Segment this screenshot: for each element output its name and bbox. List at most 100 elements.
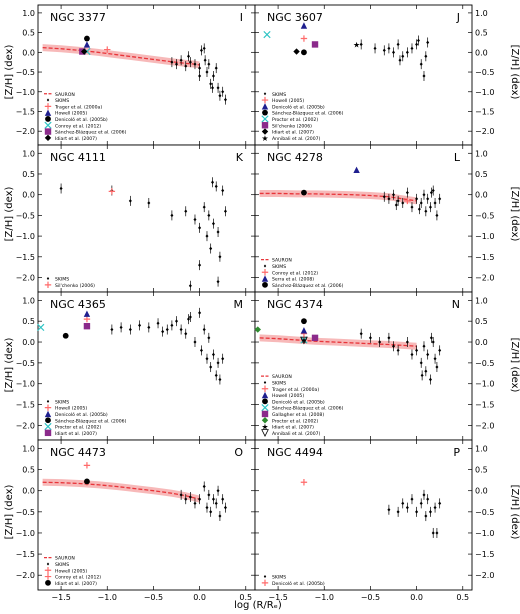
y-tick-label: −1.0 — [16, 88, 35, 97]
legend-label: Sil'chenko (2006) — [55, 283, 95, 289]
y-axis-label-left-row4: [Z/H] (dex) — [4, 485, 15, 540]
skims-point — [394, 203, 398, 207]
legend-symbol: ★ — [261, 423, 268, 432]
skims-point — [202, 46, 206, 51]
skims-point — [211, 221, 215, 226]
panel-grid: 1.0 0.5 0.0 −0.5 −1.0 −1.5 −2.0 NGC 3377 I SAURON… — [16, 4, 494, 602]
y-tick-label: 1.0 — [22, 149, 35, 158]
y-tick-label: −2.0 — [475, 421, 494, 430]
sauron-band — [42, 478, 200, 503]
legend-label: Idiart et al. (2007) — [272, 130, 314, 136]
skims-point — [138, 323, 142, 328]
literature-point — [83, 310, 91, 317]
skims-point — [184, 497, 188, 501]
literature-point — [293, 48, 300, 55]
skims-point — [405, 505, 409, 510]
legend-symbol — [44, 103, 52, 110]
skims-point — [170, 213, 174, 218]
skims-point — [405, 50, 409, 55]
literature-point — [254, 326, 261, 333]
skims-point — [179, 58, 183, 63]
literature-point — [80, 48, 88, 55]
y-tick-label: −1.5 — [475, 550, 494, 559]
skims-point — [382, 48, 386, 53]
skims-point — [401, 201, 405, 205]
axis-labels: [Z/H] (dex) [Z/H] (dex) [Z/H] (dex) [Z/H… — [4, 45, 520, 611]
skims-point — [415, 510, 419, 514]
skims-point — [184, 331, 188, 336]
skims-point — [396, 348, 400, 353]
y-tick-label: 0.0 — [22, 487, 35, 496]
y-tick-label: −0.5 — [16, 359, 35, 368]
y-tick-label: 0.5 — [475, 466, 488, 475]
skims-point — [209, 82, 213, 86]
legend-symbol — [263, 92, 267, 96]
legend-label: SAURON — [272, 258, 292, 264]
literature-point — [104, 46, 111, 53]
y-axis-label-right-row4: [Z/H] (dex) — [509, 485, 520, 540]
skims-point — [435, 365, 439, 369]
skims-point — [187, 54, 191, 59]
skims-point — [205, 234, 209, 238]
legend-label: SKIMS — [272, 92, 286, 98]
y-tick-label: 0.5 — [22, 466, 35, 475]
skims-point — [216, 361, 220, 365]
legend-label: Proctor et al. (2002) — [272, 117, 318, 123]
legend-symbol — [261, 96, 269, 104]
legend-symbol — [261, 391, 269, 399]
y-tick-label: −1.0 — [475, 232, 494, 241]
skims-point — [188, 495, 192, 499]
galaxy-name: NGC 4473 — [50, 446, 106, 459]
skims-point — [438, 501, 442, 506]
y-tick-label: −2.0 — [16, 127, 35, 136]
skims-point — [205, 70, 209, 74]
literature-point — [84, 478, 90, 485]
skims-point — [218, 93, 222, 98]
y-tick-label: −0.5 — [16, 508, 35, 517]
skims-point — [156, 321, 160, 326]
skims-point — [170, 60, 174, 64]
x-tick-label: 0.5 — [239, 593, 252, 602]
skims-point — [184, 64, 188, 68]
y-tick-label: −1.5 — [475, 401, 494, 410]
skims-point — [419, 201, 423, 205]
skims-point — [218, 255, 222, 259]
legend-label: Denicoló et al. (2005b) — [55, 411, 108, 418]
literature-point — [83, 462, 91, 469]
skims-point — [193, 340, 197, 344]
x-tick-label: −1.5 — [268, 593, 287, 602]
legend-symbol — [261, 410, 269, 418]
y-axis-label-left-row2: [Z/H] (dex) — [4, 187, 15, 242]
skims-point — [218, 514, 222, 518]
skims-point — [209, 246, 213, 251]
skims-point — [202, 327, 206, 332]
skims-point — [392, 344, 396, 348]
legend-label: Sánchez-Blázquez et al. (2006) — [272, 282, 344, 289]
panel-letter: L — [454, 151, 461, 164]
skims-point — [59, 186, 63, 191]
y-tick-label: 0.0 — [22, 48, 35, 57]
y-tick-label: 0.0 — [475, 191, 488, 200]
legend-label: SAURON — [55, 92, 75, 98]
skims-point — [188, 315, 192, 319]
skims-point — [198, 263, 202, 267]
skims-point — [203, 58, 207, 63]
y-tick-label: −2.0 — [475, 127, 494, 136]
x-tick-label: 0.0 — [410, 593, 423, 602]
panel-l: 1.0 0.5 0.0 −0.5 −1.0 −1.5 −2.0 NGC 4278 L SAURON… — [254, 144, 494, 293]
legend-symbol — [45, 116, 51, 122]
y-tick-label: −0.5 — [475, 211, 494, 220]
legend-label: SAURON — [272, 374, 292, 380]
skims-point — [147, 201, 151, 205]
skims-point — [198, 497, 202, 501]
skims-point — [419, 361, 423, 365]
y-tick-label: −1.0 — [475, 88, 494, 97]
legend-symbol — [261, 429, 269, 437]
literature-point — [83, 322, 91, 330]
skims-point — [422, 74, 426, 78]
skims-point — [424, 209, 428, 214]
y-axis-label-right-row3: [Z/H] (dex) — [509, 338, 520, 393]
skims-point — [431, 340, 435, 344]
skims-point — [209, 365, 213, 369]
